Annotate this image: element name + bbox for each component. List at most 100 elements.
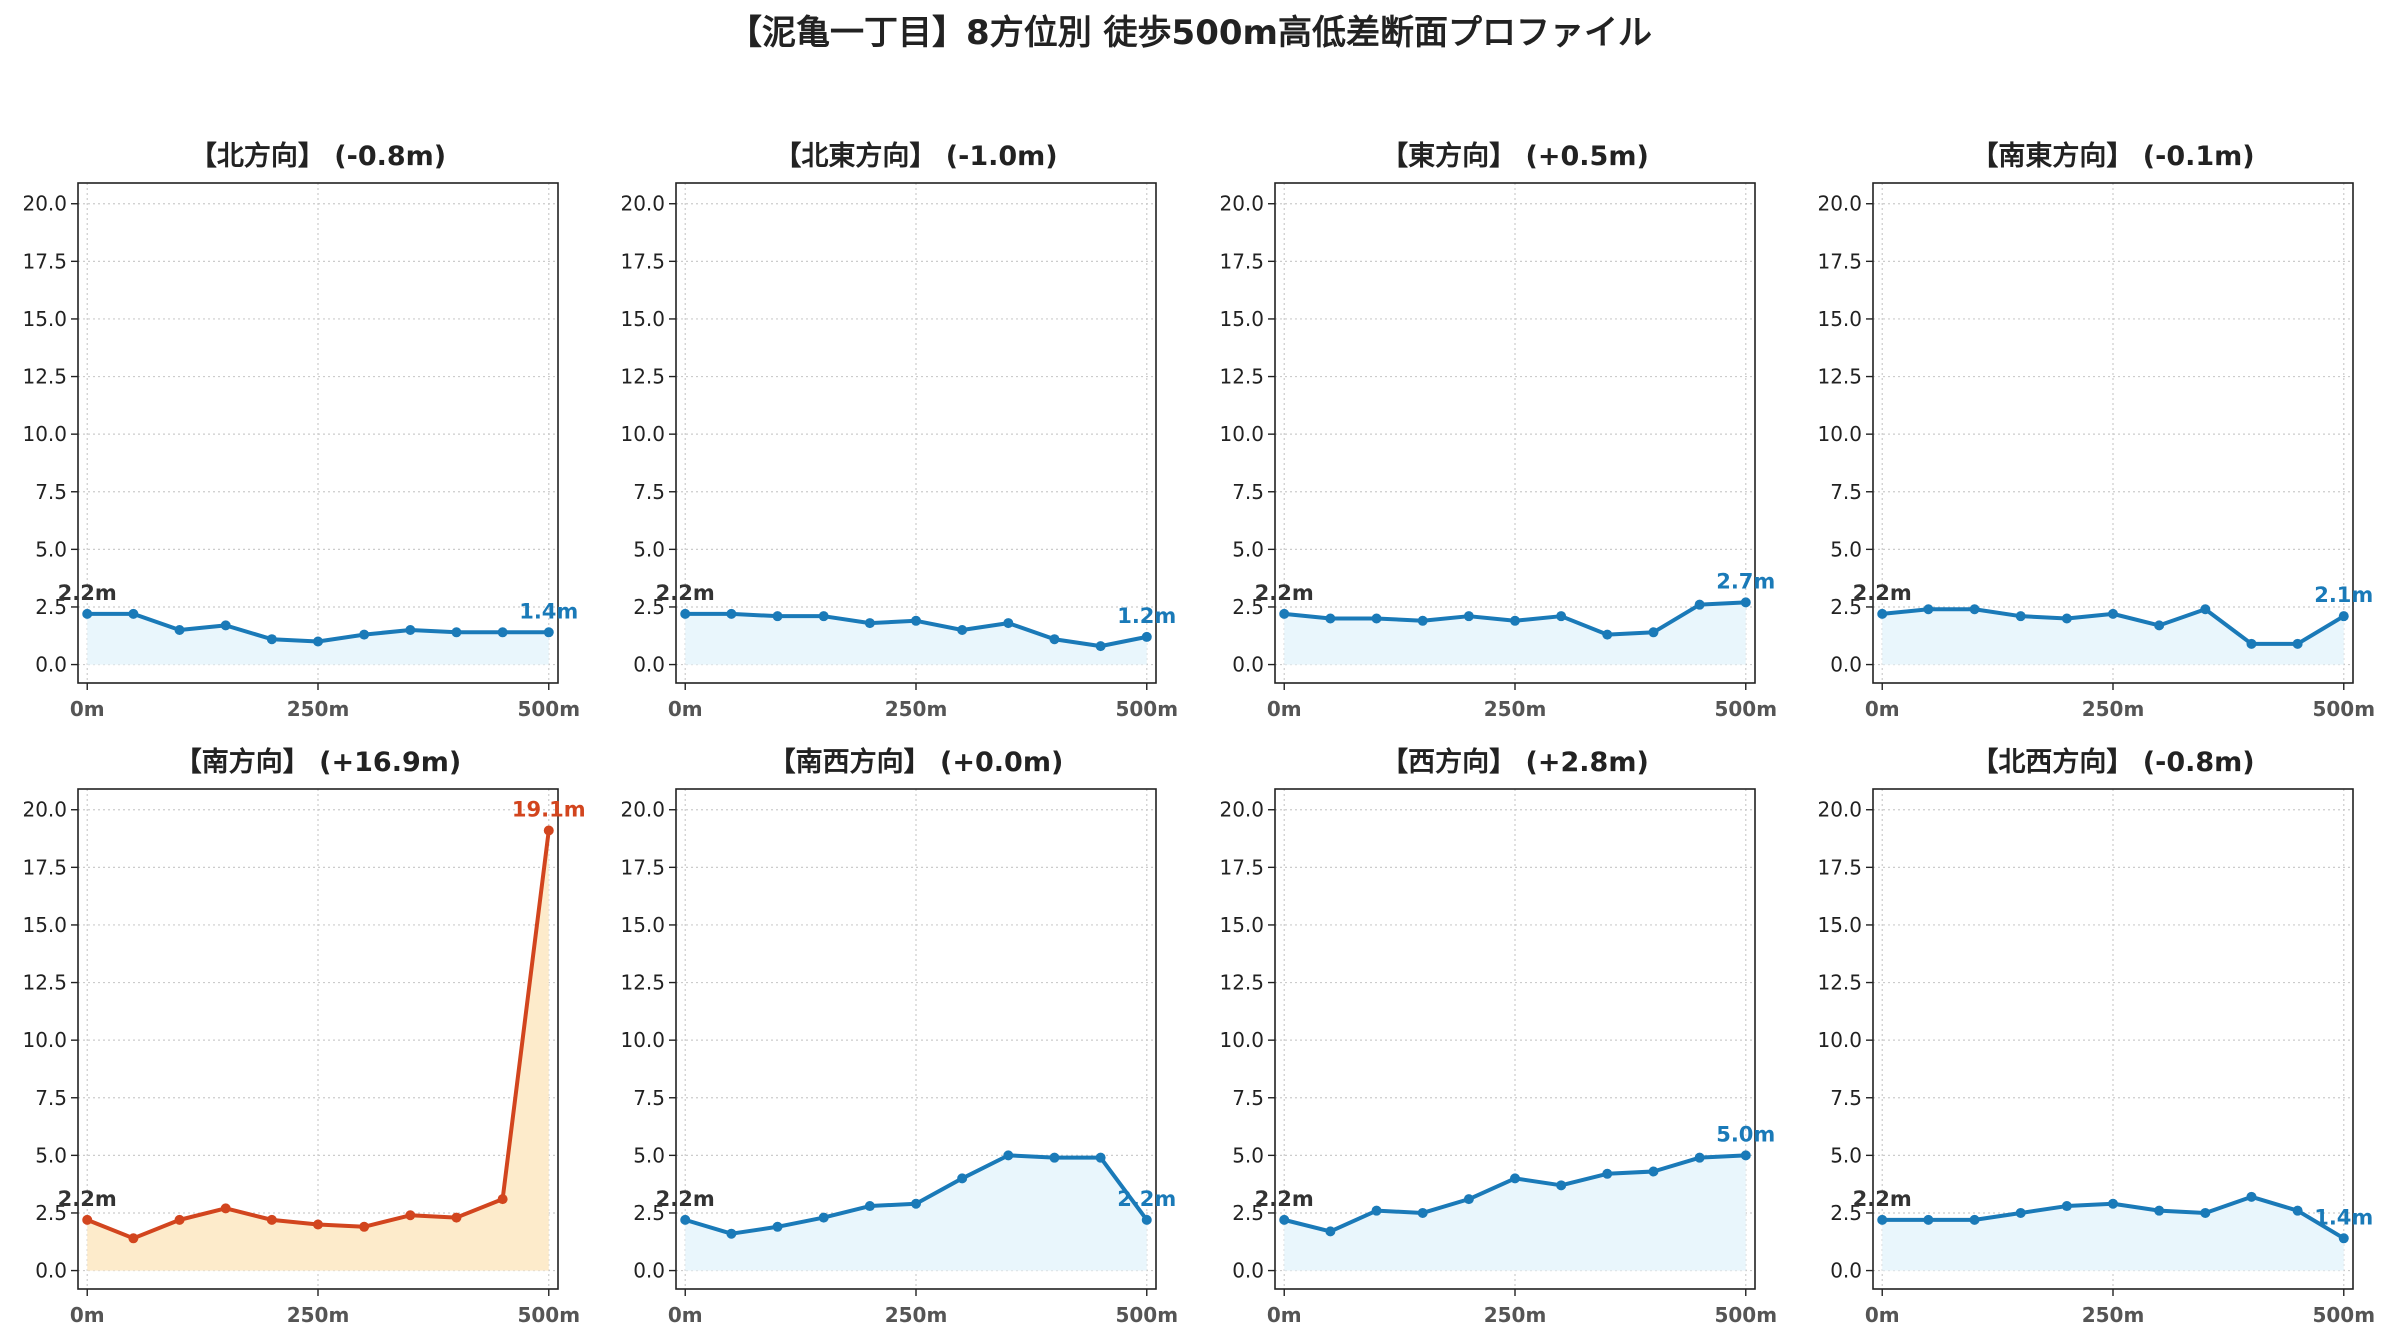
data-point xyxy=(2246,638,2257,649)
x-tick-label: 500m xyxy=(1714,1303,1777,1327)
data-point xyxy=(1510,1173,1520,1184)
y-tick-label: 12.5 xyxy=(620,365,665,389)
start-elevation-label: 2.2m xyxy=(656,1187,715,1211)
end-elevation-label: 2.1m xyxy=(2314,583,2373,607)
data-point xyxy=(2015,1207,2026,1218)
chart-panel: 【南西方向】 (+0.0m) 0.0 2.5 5.0 7.5 10.0 12.5 15.0 17… xyxy=(620,746,1178,1327)
y-tick-label: 10.0 xyxy=(22,422,67,446)
chart-panel: 【北西方向】 (-0.8m) 0.0 2.5 5.0 7.5 10.0 12.5 15.0 17… xyxy=(1817,746,2375,1327)
y-tick-label: 20.0 xyxy=(620,192,665,216)
data-point xyxy=(1279,1214,1290,1225)
area-fill xyxy=(685,613,1147,665)
data-point xyxy=(1694,599,1705,610)
data-point xyxy=(2061,1201,2072,1212)
data-point xyxy=(2338,611,2349,622)
y-tick-label: 15.0 xyxy=(1817,913,1862,937)
y-tick-label: 17.5 xyxy=(1817,855,1862,879)
data-point xyxy=(1417,615,1428,626)
y-tick-label: 12.5 xyxy=(1219,971,1264,995)
x-tick-label: 250m xyxy=(1484,1303,1547,1327)
y-tick-label: 10.0 xyxy=(1817,422,1862,446)
end-elevation-label: 5.0m xyxy=(1716,1122,1775,1146)
x-tick-label: 0m xyxy=(1865,1303,1900,1327)
data-point xyxy=(2292,1205,2303,1216)
panel-title: 【南西方向】 (+0.0m) xyxy=(769,746,1064,778)
data-point xyxy=(1923,1214,1934,1225)
area-fill xyxy=(1882,609,2344,665)
panel-title: 【西方向】 (+2.8m) xyxy=(1381,746,1649,778)
y-tick-label: 0.0 xyxy=(35,653,67,677)
data-point xyxy=(2338,1233,2349,1244)
y-tick-label: 20.0 xyxy=(1817,798,1862,822)
data-point xyxy=(1141,631,1152,642)
y-tick-label: 10.0 xyxy=(22,1028,67,1052)
y-tick-label: 5.0 xyxy=(633,1143,665,1167)
start-elevation-label: 2.2m xyxy=(1255,581,1314,605)
data-point xyxy=(1694,1152,1705,1163)
y-tick-label: 2.5 xyxy=(1232,1201,1264,1225)
y-tick-label: 10.0 xyxy=(620,1028,665,1052)
data-point xyxy=(543,627,554,638)
data-point xyxy=(2154,1205,2165,1216)
data-point xyxy=(1969,1214,1980,1225)
y-tick-label: 7.5 xyxy=(35,1086,67,1110)
data-point xyxy=(818,611,829,622)
x-tick-label: 500m xyxy=(1714,697,1777,721)
area-fill xyxy=(87,830,549,1271)
y-tick-label: 20.0 xyxy=(1817,192,1862,216)
y-tick-label: 17.5 xyxy=(1219,249,1264,273)
data-point xyxy=(1556,1180,1567,1191)
data-point xyxy=(174,625,185,636)
y-tick-label: 2.5 xyxy=(35,595,67,619)
data-point xyxy=(1279,608,1290,619)
figure-title: 【泥亀一丁目】8方位別 徒歩500m高低差断面プロファイル xyxy=(728,13,1652,53)
y-tick-label: 12.5 xyxy=(1817,365,1862,389)
data-point xyxy=(1417,1207,1428,1218)
data-point xyxy=(2292,638,2303,649)
data-point xyxy=(174,1214,185,1225)
data-point xyxy=(1095,1152,1106,1163)
data-point xyxy=(405,625,416,636)
data-point xyxy=(1648,627,1659,638)
data-point xyxy=(451,627,462,638)
data-point xyxy=(726,608,737,619)
x-tick-label: 0m xyxy=(1267,1303,1302,1327)
y-tick-label: 2.5 xyxy=(1830,595,1862,619)
y-tick-label: 10.0 xyxy=(1219,422,1264,446)
data-point xyxy=(451,1212,462,1223)
data-point xyxy=(1325,1226,1336,1237)
data-point xyxy=(1003,618,1014,629)
data-point xyxy=(1095,641,1106,652)
y-tick-label: 7.5 xyxy=(633,480,665,504)
data-point xyxy=(1510,615,1520,626)
start-elevation-label: 2.2m xyxy=(656,581,715,605)
y-tick-label: 17.5 xyxy=(620,855,665,879)
y-tick-label: 2.5 xyxy=(1830,1201,1862,1225)
y-tick-label: 7.5 xyxy=(1232,480,1264,504)
data-point xyxy=(2200,1207,2211,1218)
y-tick-label: 5.0 xyxy=(35,1143,67,1167)
x-tick-label: 250m xyxy=(2082,1303,2145,1327)
y-tick-label: 5.0 xyxy=(35,537,67,561)
data-point xyxy=(220,1203,231,1214)
y-tick-label: 7.5 xyxy=(633,1086,665,1110)
y-tick-label: 7.5 xyxy=(1830,480,1862,504)
y-tick-label: 15.0 xyxy=(22,913,67,937)
data-point xyxy=(1969,604,1980,615)
end-elevation-label: 1.4m xyxy=(2314,1205,2373,1229)
chart-panel: 【南東方向】 (-0.1m) 0.0 2.5 5.0 7.5 10.0 12.5 15.0 17… xyxy=(1817,140,2375,721)
y-tick-label: 12.5 xyxy=(22,365,67,389)
end-elevation-label: 2.2m xyxy=(1117,1187,1176,1211)
data-point xyxy=(2154,620,2165,631)
start-elevation-label: 2.2m xyxy=(58,1187,117,1211)
y-tick-label: 15.0 xyxy=(1817,307,1862,331)
y-tick-label: 15.0 xyxy=(620,913,665,937)
y-tick-label: 5.0 xyxy=(1830,537,1862,561)
y-tick-label: 7.5 xyxy=(1830,1086,1862,1110)
data-point xyxy=(313,1219,323,1230)
y-tick-label: 0.0 xyxy=(633,653,665,677)
y-tick-label: 5.0 xyxy=(1232,537,1264,561)
y-tick-label: 5.0 xyxy=(1232,1143,1264,1167)
data-point xyxy=(1049,1152,1060,1163)
area-fill xyxy=(1284,1155,1746,1271)
